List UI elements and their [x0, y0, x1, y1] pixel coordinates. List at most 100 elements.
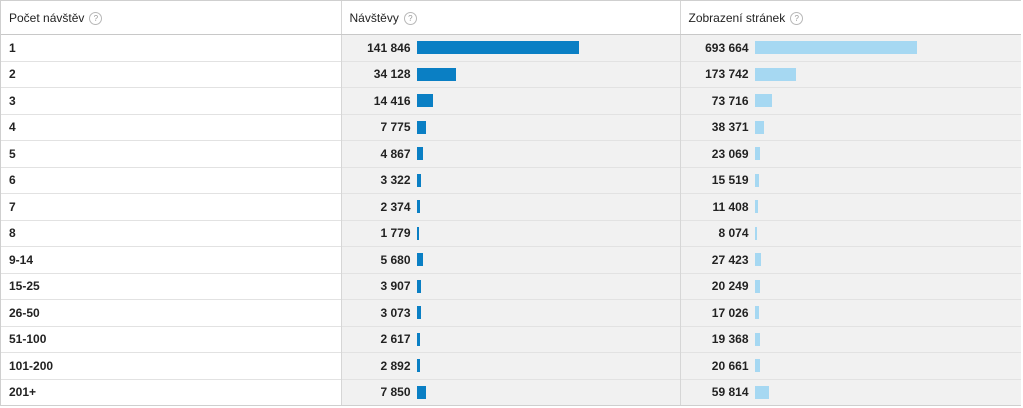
visits-cell: 7 775: [340, 113, 680, 141]
visits-bar: [416, 41, 579, 55]
pageviews-cell: 73 716: [679, 87, 1021, 114]
visits-bar: [416, 306, 421, 320]
pageviews-cell: 23 069: [679, 140, 1021, 167]
table-row: 5 4 867 23 069: [1, 140, 1021, 167]
row-label: 7: [9, 199, 16, 214]
pageviews-value: 27 423: [711, 252, 749, 267]
row-label: 5: [9, 146, 16, 161]
pageviews-bar: [754, 279, 760, 293]
visits-cell: 141 846: [340, 34, 680, 61]
visits-bar: [416, 279, 421, 293]
pageviews-value: 17 026: [711, 305, 749, 320]
pageviews-bar: [754, 332, 760, 346]
row-label-cell: 9-14: [1, 246, 341, 273]
visits-bar: [416, 67, 456, 81]
pageviews-bar: [754, 147, 760, 161]
pageviews-value: 693 664: [705, 40, 749, 55]
table-row: 9-14 5 680 27 423: [1, 246, 1021, 273]
pageviews-bar: [754, 67, 796, 81]
visits-value: 4 867: [380, 146, 411, 161]
visits-value: 2 617: [380, 332, 411, 347]
visits-bar: [416, 200, 420, 214]
table-row: 7 2 374 11 408: [1, 193, 1021, 220]
table-row: 4 7 775 38 371: [1, 113, 1021, 141]
row-label-cell: 7: [1, 193, 341, 220]
visits-value: 3 907: [380, 279, 411, 294]
visits-bar: [416, 359, 420, 373]
pageviews-bar: [754, 200, 758, 214]
column-header-label: Návštěvy: [349, 10, 399, 25]
visits-bar: [416, 94, 433, 108]
table-row: 51-100 2 617 19 368: [1, 325, 1021, 353]
pageviews-value: 15 519: [711, 173, 749, 188]
row-label: 26-50: [9, 305, 40, 320]
pageviews-value: 8 074: [718, 226, 749, 241]
help-icon[interactable]: ?: [403, 11, 417, 25]
pageviews-bar: [754, 94, 772, 108]
visits-cell: 2 374: [340, 193, 680, 220]
visits-value: 2 892: [380, 358, 411, 373]
pageviews-value: 73 716: [711, 93, 749, 108]
visits-value: 2 374: [380, 199, 411, 214]
column-header-visits[interactable]: Návštěvy?: [340, 1, 680, 35]
visits-bar: [416, 173, 421, 187]
row-label: 3: [9, 93, 16, 108]
table-row: 15-25 3 907 20 249: [1, 272, 1021, 300]
visits-cell: 14 416: [340, 87, 680, 114]
table-row: 2 34 128 173 742: [1, 60, 1021, 88]
pageviews-bar: [754, 226, 757, 240]
row-label-cell: 15-25: [1, 272, 341, 300]
visits-bar: [416, 147, 423, 161]
row-label-cell: 1: [1, 34, 341, 61]
visits-cell: 3 907: [340, 272, 680, 300]
table-body: 1 141 846 693 664 2 34 128 173 742 3 14 416 73 7…: [1, 34, 1021, 405]
pageviews-cell: 38 371: [679, 113, 1021, 141]
pageviews-cell: 20 661: [679, 352, 1021, 379]
help-icon[interactable]: ?: [790, 11, 804, 25]
pageviews-bar: [754, 385, 769, 399]
pageviews-cell: 173 742: [679, 60, 1021, 88]
visits-bar: [416, 332, 420, 346]
visits-bar: [416, 253, 423, 267]
pageviews-value: 20 661: [711, 358, 749, 373]
row-label-cell: 51-100: [1, 325, 341, 353]
row-label: 1: [9, 40, 16, 55]
table-row: 101-200 2 892 20 661: [1, 352, 1021, 379]
visits-cell: 4 867: [340, 140, 680, 167]
visits-cell: 7 850: [340, 378, 680, 405]
visits-value: 141 846: [367, 40, 411, 55]
visits-cell: 5 680: [340, 246, 680, 273]
visits-cell: 3 073: [340, 299, 680, 326]
row-label-cell: 101-200: [1, 352, 341, 379]
visits-bar: [416, 226, 419, 240]
visits-cell: 2 892: [340, 352, 680, 379]
row-label-cell: 8: [1, 219, 341, 247]
pageviews-cell: 17 026: [679, 299, 1021, 326]
pageviews-cell: 11 408: [679, 193, 1021, 220]
column-header-label: Počet návštěv: [9, 10, 85, 25]
pageviews-value: 38 371: [711, 120, 749, 135]
visits-value: 1 779: [380, 226, 411, 241]
pageviews-cell: 693 664: [679, 34, 1021, 61]
row-label: 51-100: [9, 332, 47, 347]
visits-value: 5 680: [380, 252, 411, 267]
row-label-cell: 26-50: [1, 299, 341, 326]
column-header-pageviews[interactable]: Zobrazení stránek?: [679, 1, 1021, 35]
table-header-row: Počet návštěv? Návštěvy? Zobrazení strán…: [1, 1, 1021, 35]
table-row: 1 141 846 693 664: [1, 34, 1021, 61]
visits-value: 34 128: [373, 67, 411, 82]
pageviews-value: 11 408: [712, 199, 749, 214]
pageviews-value: 173 742: [705, 67, 749, 82]
row-label-cell: 2: [1, 60, 341, 88]
pageviews-bar: [754, 359, 760, 373]
row-label: 9-14: [9, 252, 34, 267]
visits-bar: [416, 385, 426, 399]
visits-bar: [416, 120, 426, 134]
help-icon[interactable]: ?: [89, 11, 103, 25]
row-label-cell: 3: [1, 87, 341, 114]
table-row: 26-50 3 073 17 026: [1, 299, 1021, 326]
table-row: 201+ 7 850 59 814: [1, 378, 1021, 405]
column-header-visit-count[interactable]: Počet návštěv?: [1, 1, 341, 35]
row-label-cell: 6: [1, 166, 341, 194]
